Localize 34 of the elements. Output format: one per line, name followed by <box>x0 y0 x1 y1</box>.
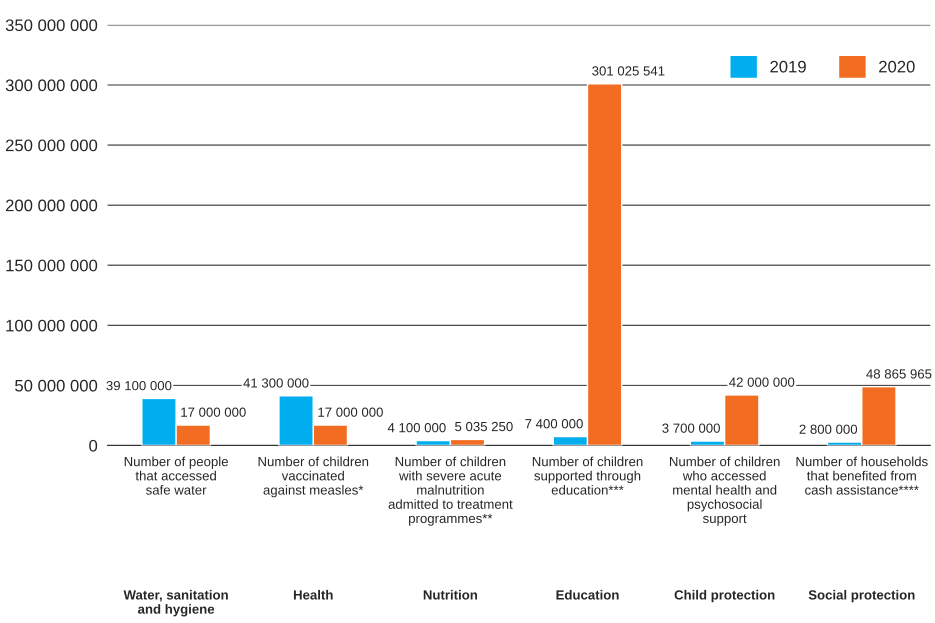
data-label: 17 000 000 <box>318 408 383 417</box>
y-tick-label: 200 000 000 <box>6 200 98 212</box>
data-label: 39 100 000 <box>106 380 172 390</box>
x-tick-label: Number of people that accessed safe water <box>124 456 228 495</box>
data-label: 3 700 000 <box>662 423 720 433</box>
data-label: 48 865 965 <box>866 369 932 379</box>
y-tick-label: 100 000 000 <box>6 320 98 332</box>
y-tick-label: 350 000 000 <box>6 19 98 32</box>
text: Social protection <box>808 590 914 602</box>
data-label: 7 400 000 <box>525 419 583 428</box>
y-tick-label: 150 000 000 <box>6 260 98 272</box>
legend-label: 2019 <box>770 60 806 73</box>
data-label: 2 800 000 <box>800 424 858 434</box>
y-tick-label: 0 <box>89 440 98 452</box>
x-tick-label: Number of children vaccinated against measles* <box>258 456 368 498</box>
data-label: 17 000 000 <box>181 408 246 417</box>
data-label: 5 035 250 <box>455 422 513 432</box>
data-label: 301 025 541 <box>592 66 664 76</box>
y-tick-label: 300 000 000 <box>6 79 98 92</box>
data-label: 4 100 000 <box>388 423 446 432</box>
text: Child protection <box>674 590 774 602</box>
text: Water, sanitation and hygiene <box>124 590 228 616</box>
y-tick-label: 250 000 000 <box>6 139 98 152</box>
y-tick-label: 50 000 000 <box>15 380 98 392</box>
legend-label: 2020 <box>879 60 915 73</box>
x-tick-label: Number of children with severe acute malnutrition admitted to treatment programmes** <box>388 456 513 526</box>
text: Health <box>294 590 333 600</box>
data-label: 42 000 000 <box>729 377 794 387</box>
x-tick-label: Number of children supported through education*** <box>532 456 642 495</box>
data-label: 41 300 000 <box>243 378 309 388</box>
text: Education <box>556 590 619 600</box>
text: Nutrition <box>424 590 478 600</box>
x-tick-label: Number of children who accessed mental health and psychosocial support <box>670 456 780 526</box>
x-tick-label: Number of households that benefited from cash assistance**** <box>796 456 928 495</box>
